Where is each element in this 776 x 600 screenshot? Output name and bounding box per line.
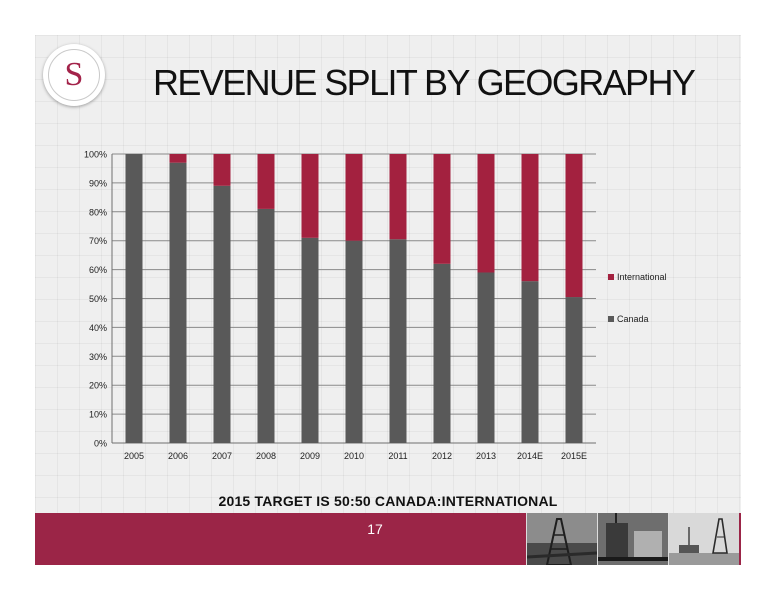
bar-international-2006 bbox=[169, 154, 187, 163]
chart-subtitle: 2015 TARGET IS 50:50 CANADA:INTERNATIONA… bbox=[218, 493, 558, 509]
y-tick-label: 40% bbox=[89, 323, 107, 333]
x-tick-label: 2005 bbox=[124, 451, 144, 461]
x-tick-label: 2012 bbox=[432, 451, 452, 461]
bar-canada-2006 bbox=[169, 162, 187, 444]
drilling-equipment-photo-icon bbox=[597, 513, 668, 565]
x-tick-label: 2007 bbox=[212, 451, 232, 461]
x-tick-label: 2014E bbox=[517, 451, 543, 461]
x-tick-label: 2006 bbox=[168, 451, 188, 461]
bar-international-2013 bbox=[477, 154, 495, 273]
legend-label-international: International bbox=[617, 272, 667, 282]
page-number: 17 bbox=[367, 521, 383, 537]
bar-canada-2008 bbox=[257, 208, 275, 443]
bar-canada-2012 bbox=[433, 263, 451, 443]
drilling-rig-photo-icon bbox=[526, 513, 597, 565]
bar-canada-2005 bbox=[125, 154, 143, 443]
y-tick-label: 100% bbox=[84, 150, 107, 160]
x-tick-label: 2011 bbox=[388, 451, 407, 461]
legend-label-canada: Canada bbox=[617, 314, 649, 324]
y-tick-label: 90% bbox=[89, 178, 107, 188]
x-tick-label: 2010 bbox=[344, 451, 364, 461]
y-tick-label: 70% bbox=[89, 236, 107, 246]
y-tick-label: 80% bbox=[89, 207, 107, 217]
x-tick-label: 2013 bbox=[476, 451, 496, 461]
y-tick-label: 50% bbox=[89, 294, 107, 304]
bar-international-2009 bbox=[301, 154, 319, 238]
y-tick-label: 60% bbox=[89, 265, 107, 275]
bar-canada-2014E bbox=[521, 281, 539, 443]
slide-title: REVENUE SPLIT BY GEOGRAPHY bbox=[153, 62, 696, 103]
legend-swatch-canada bbox=[608, 316, 614, 322]
bar-international-2010 bbox=[345, 154, 363, 241]
bar-canada-2013 bbox=[477, 272, 495, 443]
bar-international-2014E bbox=[521, 154, 539, 282]
rig-site-photo-icon bbox=[668, 513, 739, 565]
bar-international-2012 bbox=[433, 154, 451, 264]
company-logo: S bbox=[43, 44, 105, 106]
y-tick-label: 0% bbox=[94, 439, 107, 449]
logo-letter: S bbox=[48, 49, 100, 101]
slide: S REVENUE SPLIT BY GEOGRAPHY 0% 10% 20% 30%… bbox=[35, 35, 741, 565]
x-tick-label: 2009 bbox=[300, 451, 320, 461]
x-tick-label: 2008 bbox=[256, 451, 276, 461]
y-tick-label: 30% bbox=[89, 352, 107, 362]
y-tick-label: 10% bbox=[89, 410, 107, 420]
bar-canada-2010 bbox=[345, 240, 363, 443]
y-tick-label: 20% bbox=[89, 381, 107, 391]
bar-international-2015E bbox=[565, 154, 583, 298]
bar-international-2011 bbox=[389, 154, 407, 240]
bar-canada-2011 bbox=[389, 239, 407, 443]
bar-canada-2015E bbox=[565, 297, 583, 443]
bar-canada-2009 bbox=[301, 237, 319, 443]
revenue-split-chart: 0% 10% 20% 30% 40% 50% 60% 70% 80% 90% 100% 2005 200… bbox=[84, 150, 667, 462]
bar-canada-2007 bbox=[213, 185, 231, 444]
bar-international-2008 bbox=[257, 154, 275, 209]
x-tick-label: 2015E bbox=[561, 451, 587, 461]
legend-swatch-international bbox=[608, 274, 614, 280]
bar-international-2007 bbox=[213, 154, 231, 186]
